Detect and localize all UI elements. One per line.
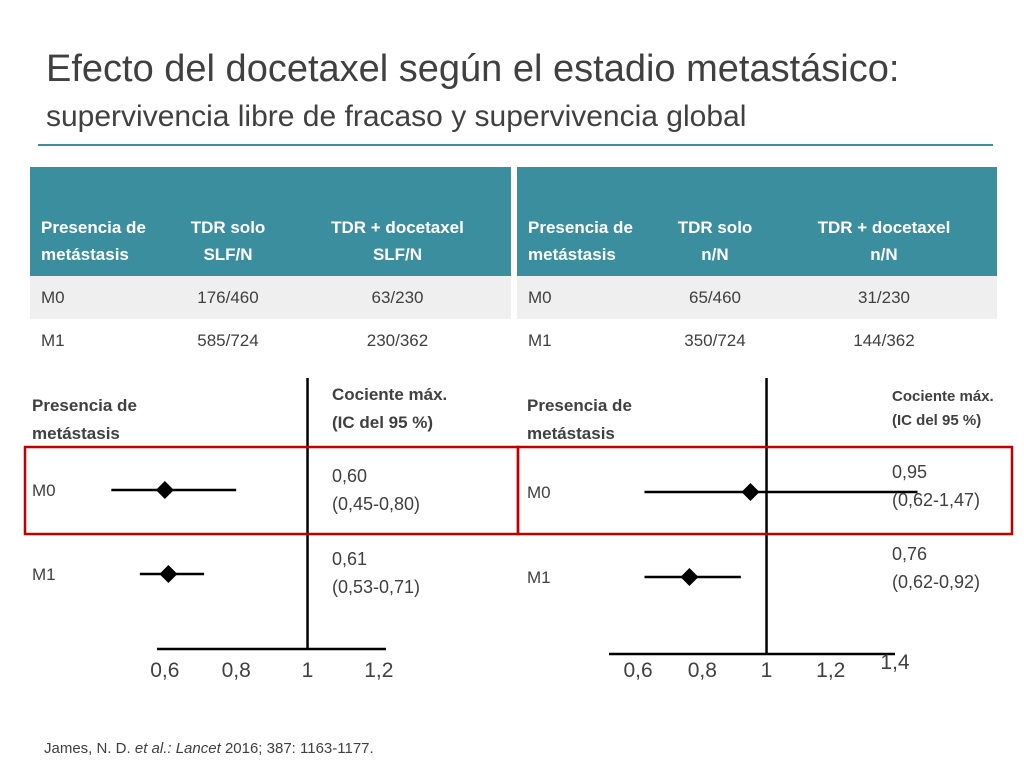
estimate-diamond (155, 481, 174, 499)
slide-title: Efecto del docetaxel según el estadio me… (46, 48, 900, 90)
table-cell: 31/230 (771, 276, 997, 319)
estimate-value-label: (0,62-0,92) (892, 572, 980, 592)
x-tick-label: 0,6 (150, 659, 179, 682)
table-cell: 350/724 (659, 319, 771, 362)
row-label: M1 (527, 568, 551, 587)
table-cell: 63/230 (284, 276, 511, 319)
value-header-label: (IC del 95 %) (332, 413, 433, 432)
value-header-label: Cociente máx. (892, 388, 994, 405)
table-cell: 230/362 (284, 319, 511, 362)
highlight-box (516, 445, 1014, 536)
header-presence: Presencia de metástasis (517, 167, 659, 276)
header-tdr-alone: TDR solo SLF/N (172, 167, 284, 276)
table-cell: M0 (30, 276, 172, 319)
title-divider (38, 144, 993, 146)
estimate-diamond (159, 565, 178, 583)
x-tick-label: 1,2 (364, 659, 393, 682)
citation: James, N. D. et al.: Lancet 2016; 387: 1… (44, 740, 374, 757)
estimate-value-label: 0,60 (332, 466, 367, 486)
estimate-value-label: (0,53-0,71) (332, 577, 420, 597)
table-cell: 176/460 (172, 276, 284, 319)
table-overall-survival: Presencia de metástasis TDR solo n/N TDR +… (517, 167, 997, 362)
row-header-label: metástasis (32, 424, 120, 443)
x-tick-label: 0,8 (222, 659, 251, 682)
row-header-label: Presencia de (32, 396, 137, 415)
slide-subtitle: supervivencia libre de fracaso y supervi… (46, 100, 747, 133)
estimate-diamond (680, 568, 699, 586)
table-failure-free-survival: Presencia de metástasis TDR solo SLF/N TDR… (30, 167, 511, 362)
x-tick-label: 1,4 (880, 651, 910, 674)
row-header-label: Presencia de (527, 396, 632, 415)
table-header-row: Presencia de metástasis TDR solo n/N TDR +… (517, 167, 997, 276)
value-header-label: Cociente máx. (332, 385, 447, 404)
x-tick-label: 0,8 (688, 659, 717, 682)
x-tick-label: 0,6 (623, 659, 652, 682)
row-label: M0 (527, 483, 551, 502)
x-tick-label: 1,2 (816, 659, 845, 682)
row-header-label: metástasis (527, 424, 615, 443)
value-header-label: (IC del 95 %) (892, 412, 981, 429)
table-cell: 144/362 (771, 319, 997, 362)
estimate-value-label: 0,76 (892, 544, 927, 564)
table-cell: M1 (517, 319, 659, 362)
x-tick-label: 1 (302, 659, 314, 682)
table-row: M1 350/724 144/362 (517, 319, 997, 362)
table-cell: 65/460 (659, 276, 771, 319)
table-cell: 585/724 (172, 319, 284, 362)
estimate-diamond (741, 483, 760, 501)
header-tdr-alone: TDR solo n/N (659, 167, 771, 276)
estimate-value-label: (0,45-0,80) (332, 494, 420, 514)
row-label: M1 (32, 565, 56, 584)
row-label: M0 (32, 481, 56, 500)
header-tdr-docetaxel: TDR + docetaxel n/N (771, 167, 997, 276)
table-row: M1 585/724 230/362 (30, 319, 511, 362)
table-cell: M1 (30, 319, 172, 362)
estimate-value-label: (0,62-1,47) (892, 490, 980, 510)
table-cell: M0 (517, 276, 659, 319)
table-row: M0 65/460 31/230 (517, 276, 997, 319)
estimate-value-label: 0,61 (332, 549, 367, 569)
table-header-row: Presencia de metástasis TDR solo SLF/N TDR… (30, 167, 511, 276)
header-presence: Presencia de metástasis (30, 167, 172, 276)
estimate-value-label: 0,95 (892, 462, 927, 482)
x-tick-label: 1 (761, 659, 773, 682)
table-row: M0 176/460 63/230 (30, 276, 511, 319)
highlight-box (23, 445, 520, 536)
header-tdr-docetaxel: TDR + docetaxel SLF/N (284, 167, 511, 276)
